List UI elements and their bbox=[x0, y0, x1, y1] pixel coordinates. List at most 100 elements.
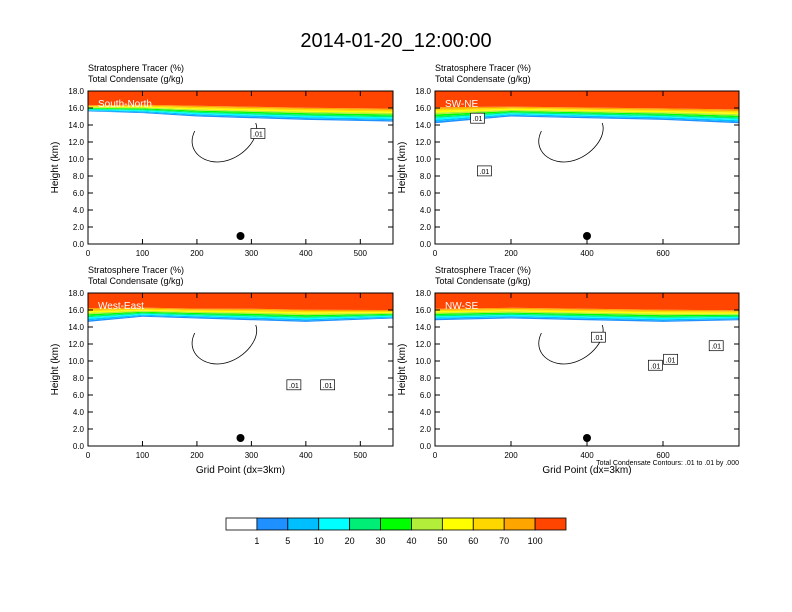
tracer-band-level-9 bbox=[435, 307, 739, 312]
tracer-title: Stratosphere Tracer (%) bbox=[88, 63, 184, 73]
contour-label-box bbox=[286, 379, 302, 391]
contour-label: .01 bbox=[473, 116, 483, 123]
tracer-band-level-2 bbox=[88, 314, 393, 321]
location-marker bbox=[583, 232, 591, 240]
tracer-band-level-4 bbox=[88, 312, 393, 318]
contour-label-box bbox=[477, 165, 492, 177]
y-tick-label: 12.0 bbox=[68, 340, 84, 349]
tracer-band-level-5 bbox=[435, 111, 739, 118]
y-tick-label: 2.0 bbox=[73, 425, 85, 434]
contour-label: .01 bbox=[651, 363, 661, 370]
x-tick-label: 500 bbox=[354, 249, 368, 258]
y-tick-label: 16.0 bbox=[68, 306, 84, 315]
x-tick-label: 0 bbox=[433, 249, 438, 258]
x-tick-label: 600 bbox=[656, 249, 670, 258]
y-tick-label: 10.0 bbox=[68, 155, 84, 164]
y-tick-label: 6.0 bbox=[420, 189, 432, 198]
x-tick-label: 300 bbox=[245, 249, 259, 258]
y-tick-label: 16.0 bbox=[415, 104, 431, 113]
x-tick-label: 200 bbox=[190, 451, 204, 460]
y-tick-label: 8.0 bbox=[73, 172, 85, 181]
x-tick-label: 0 bbox=[433, 451, 438, 460]
panel-1: 0 200 400 600 0.0 2.0 4.0 6.0 8.0 10.0 12.0 14.0 16.… bbox=[397, 63, 740, 258]
x-tick-label: 500 bbox=[354, 451, 368, 460]
y-tick-label: 14.0 bbox=[415, 323, 431, 332]
condensate-contour bbox=[538, 324, 604, 365]
colorbar-box bbox=[318, 517, 351, 531]
y-tick-label: 18.0 bbox=[68, 289, 84, 298]
y-tick-label: 16.0 bbox=[415, 306, 431, 315]
contour-footnote: Total Condensate Contours: .01 to .01 by… bbox=[596, 460, 739, 467]
condensate-title: Total Condensate (g/kg) bbox=[88, 276, 184, 286]
tracer-band-level-7 bbox=[435, 108, 739, 115]
tracer-band-level-8 bbox=[88, 105, 393, 112]
y-tick-label: 6.0 bbox=[73, 189, 85, 198]
tracer-band-level-5 bbox=[88, 108, 393, 116]
x-tick-label: 300 bbox=[245, 451, 259, 460]
colorbar-label: 10 bbox=[314, 536, 324, 546]
tracer-band-level-3 bbox=[88, 313, 393, 320]
tracer-band-level-6 bbox=[88, 310, 393, 316]
x-tick-label: 200 bbox=[504, 451, 518, 460]
tracer-band-level-5 bbox=[435, 312, 739, 317]
y-tick-label: 6.0 bbox=[420, 391, 432, 400]
location-marker bbox=[236, 434, 245, 442]
x-tick-label: 200 bbox=[504, 249, 518, 258]
tracer-band-level-8 bbox=[435, 107, 739, 113]
condensate-contour bbox=[538, 122, 604, 163]
tracer-band-level-9 bbox=[88, 307, 393, 311]
contour-label-box bbox=[470, 112, 485, 124]
y-tick-label: 2.0 bbox=[73, 223, 85, 232]
main-title: 2014-01-20_12:00:00 bbox=[300, 30, 492, 52]
tracer-band-level-9 bbox=[88, 104, 393, 110]
tracer-title: Stratosphere Tracer (%) bbox=[88, 265, 184, 275]
x-tick-label: 600 bbox=[656, 451, 670, 460]
colorbar-box bbox=[534, 517, 567, 531]
tracer-band-level-3 bbox=[435, 314, 739, 320]
colorbar-label: 100 bbox=[528, 536, 543, 546]
condensate-contour bbox=[191, 122, 258, 163]
plot-frame bbox=[87, 292, 394, 447]
colorbar: 1 5 10 20 30 40 50 60 70 100 bbox=[225, 517, 567, 546]
tracer-band-level-3 bbox=[88, 109, 393, 119]
y-tick-label: 14.0 bbox=[415, 121, 431, 130]
y-tick-label: 14.0 bbox=[68, 323, 84, 332]
contour-label: .01 bbox=[711, 344, 721, 351]
x-axis-label: Grid Point (dx=3km) bbox=[196, 465, 285, 476]
colorbar-box bbox=[472, 517, 505, 531]
x-tick-label: 400 bbox=[580, 451, 594, 460]
x-tick-label: 100 bbox=[136, 451, 150, 460]
contour-label-box bbox=[591, 331, 606, 343]
y-axis-label: Height (km) bbox=[50, 344, 61, 396]
contour-label-box bbox=[663, 353, 678, 365]
y-tick-label: 2.0 bbox=[420, 223, 432, 232]
plot-frame bbox=[87, 90, 394, 245]
tracer-band-level-1 bbox=[435, 317, 739, 322]
condensate-title: Total Condensate (g/kg) bbox=[88, 74, 184, 84]
y-axis-label: Height (km) bbox=[50, 142, 61, 194]
tracer-band-level-7 bbox=[88, 309, 393, 314]
contour-label-box bbox=[648, 359, 663, 371]
y-axis-label: Height (km) bbox=[397, 344, 408, 396]
colorbar-label: 60 bbox=[468, 536, 478, 546]
y-tick-label: 0.0 bbox=[420, 442, 432, 451]
x-axis-label: Grid Point (dx=3km) bbox=[542, 465, 631, 476]
panel-label: NW-SE bbox=[445, 301, 478, 312]
tracer-band-level-10 bbox=[88, 91, 393, 109]
plot-area bbox=[435, 91, 739, 163]
panel-label: SW-NE bbox=[445, 99, 478, 110]
colorbar-box bbox=[441, 517, 474, 531]
x-tick-label: 100 bbox=[136, 249, 150, 258]
plot-area bbox=[88, 91, 393, 163]
colorbar-label: 70 bbox=[499, 536, 509, 546]
plot-area bbox=[88, 293, 393, 365]
y-tick-label: 14.0 bbox=[68, 121, 84, 130]
contour-label: .01 bbox=[289, 383, 299, 390]
tracer-band-level-4 bbox=[435, 313, 739, 318]
y-tick-label: 8.0 bbox=[420, 172, 432, 181]
x-tick-label: 400 bbox=[299, 451, 313, 460]
condensate-title: Total Condensate (g/kg) bbox=[435, 74, 531, 84]
tracer-band-level-6 bbox=[435, 311, 739, 316]
y-tick-label: 4.0 bbox=[73, 206, 85, 215]
x-tick-label: 0 bbox=[86, 451, 91, 460]
